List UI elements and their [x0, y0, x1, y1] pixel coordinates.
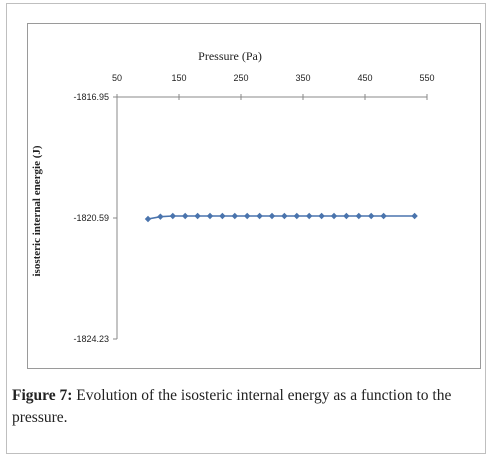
series-line	[147, 215, 415, 220]
data-point	[281, 212, 288, 220]
data-point	[306, 212, 313, 220]
y-axis-title: isosteric internal energie (J)	[31, 145, 43, 276]
x-axis-title: Pressure (Pa)	[198, 49, 262, 63]
data-point	[144, 215, 152, 223]
data-point	[157, 213, 164, 220]
axes: 50 150 250 350 450 550 -1816.95 -1820.59 -1824.2…	[73, 73, 434, 344]
x-tick-label: 50	[112, 73, 122, 83]
y-tick-label: -1820.59	[73, 213, 109, 223]
data-point	[206, 212, 214, 220]
data-point	[355, 212, 362, 220]
data-point	[380, 212, 387, 220]
x-tick-label: 450	[357, 73, 372, 83]
data-point	[343, 212, 350, 220]
data-point	[219, 212, 226, 220]
data-point	[244, 212, 251, 220]
figure-caption: Figure 7: Evolution of the isosteric int…	[12, 385, 480, 429]
data-point	[318, 212, 325, 220]
x-tick-label: 250	[233, 73, 248, 83]
data-point	[194, 212, 201, 220]
data-point	[256, 212, 263, 220]
figure-caption-text: Evolution of the isosteric internal ener…	[12, 387, 452, 426]
figure-label: Figure 7:	[12, 387, 73, 404]
data-point	[411, 212, 418, 220]
chart-area	[27, 23, 481, 369]
x-tick-label: 350	[295, 73, 310, 83]
data-point	[231, 212, 238, 220]
figure-frame	[6, 3, 486, 454]
series-marks	[144, 212, 418, 223]
data-point	[368, 212, 375, 220]
data-point	[293, 212, 300, 220]
x-tick-label: 550	[419, 73, 434, 83]
x-tick-label: 150	[171, 73, 186, 83]
y-tick-label: -1824.23	[73, 334, 109, 344]
data-point	[169, 212, 176, 220]
data-point	[330, 212, 338, 220]
data-point	[268, 212, 276, 220]
data-point	[182, 212, 189, 220]
y-tick-label: -1816.95	[73, 92, 109, 102]
